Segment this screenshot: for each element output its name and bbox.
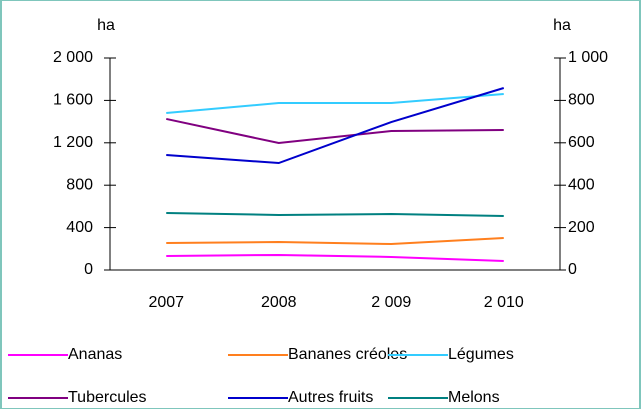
x-tick-label: 2 009 <box>371 294 411 311</box>
y-tick-label: 2 000 <box>53 49 93 66</box>
y2-tick-label: 400 <box>568 176 595 193</box>
legend-label: Ananas <box>68 346 122 363</box>
series-line <box>166 211 504 218</box>
y-tick-label: 400 <box>66 219 93 236</box>
y-tick-label: 1 600 <box>53 92 93 109</box>
legend-label: Légumes <box>448 346 514 363</box>
series-line <box>166 236 504 246</box>
y-tick-label: 0 <box>84 261 93 278</box>
series-line <box>166 117 504 145</box>
y-tick-label: 1 200 <box>53 134 93 151</box>
x-tick-label: 2008 <box>261 294 297 311</box>
x-tick-label: 2 010 <box>484 294 524 311</box>
y2-tick-label: 600 <box>568 134 595 151</box>
series-line <box>166 253 504 262</box>
legend-label: Bananes créoles <box>288 346 407 363</box>
y2-tick-label: 0 <box>568 261 577 278</box>
series-line <box>166 87 505 165</box>
y-tick-label: 800 <box>66 176 93 193</box>
x-tick-label: 2007 <box>148 294 184 311</box>
y2-tick-label: 200 <box>568 219 595 236</box>
series-line <box>166 93 504 115</box>
y-axis-label: ha <box>97 17 115 34</box>
y2-tick-label: 800 <box>568 92 595 109</box>
y2-axis-label: ha <box>553 17 571 34</box>
legend-label: Tubercules <box>68 389 147 406</box>
legend-label: Melons <box>448 389 500 406</box>
y2-tick-label: 1 000 <box>568 49 608 66</box>
legend-label: Autres fruits <box>288 389 373 406</box>
